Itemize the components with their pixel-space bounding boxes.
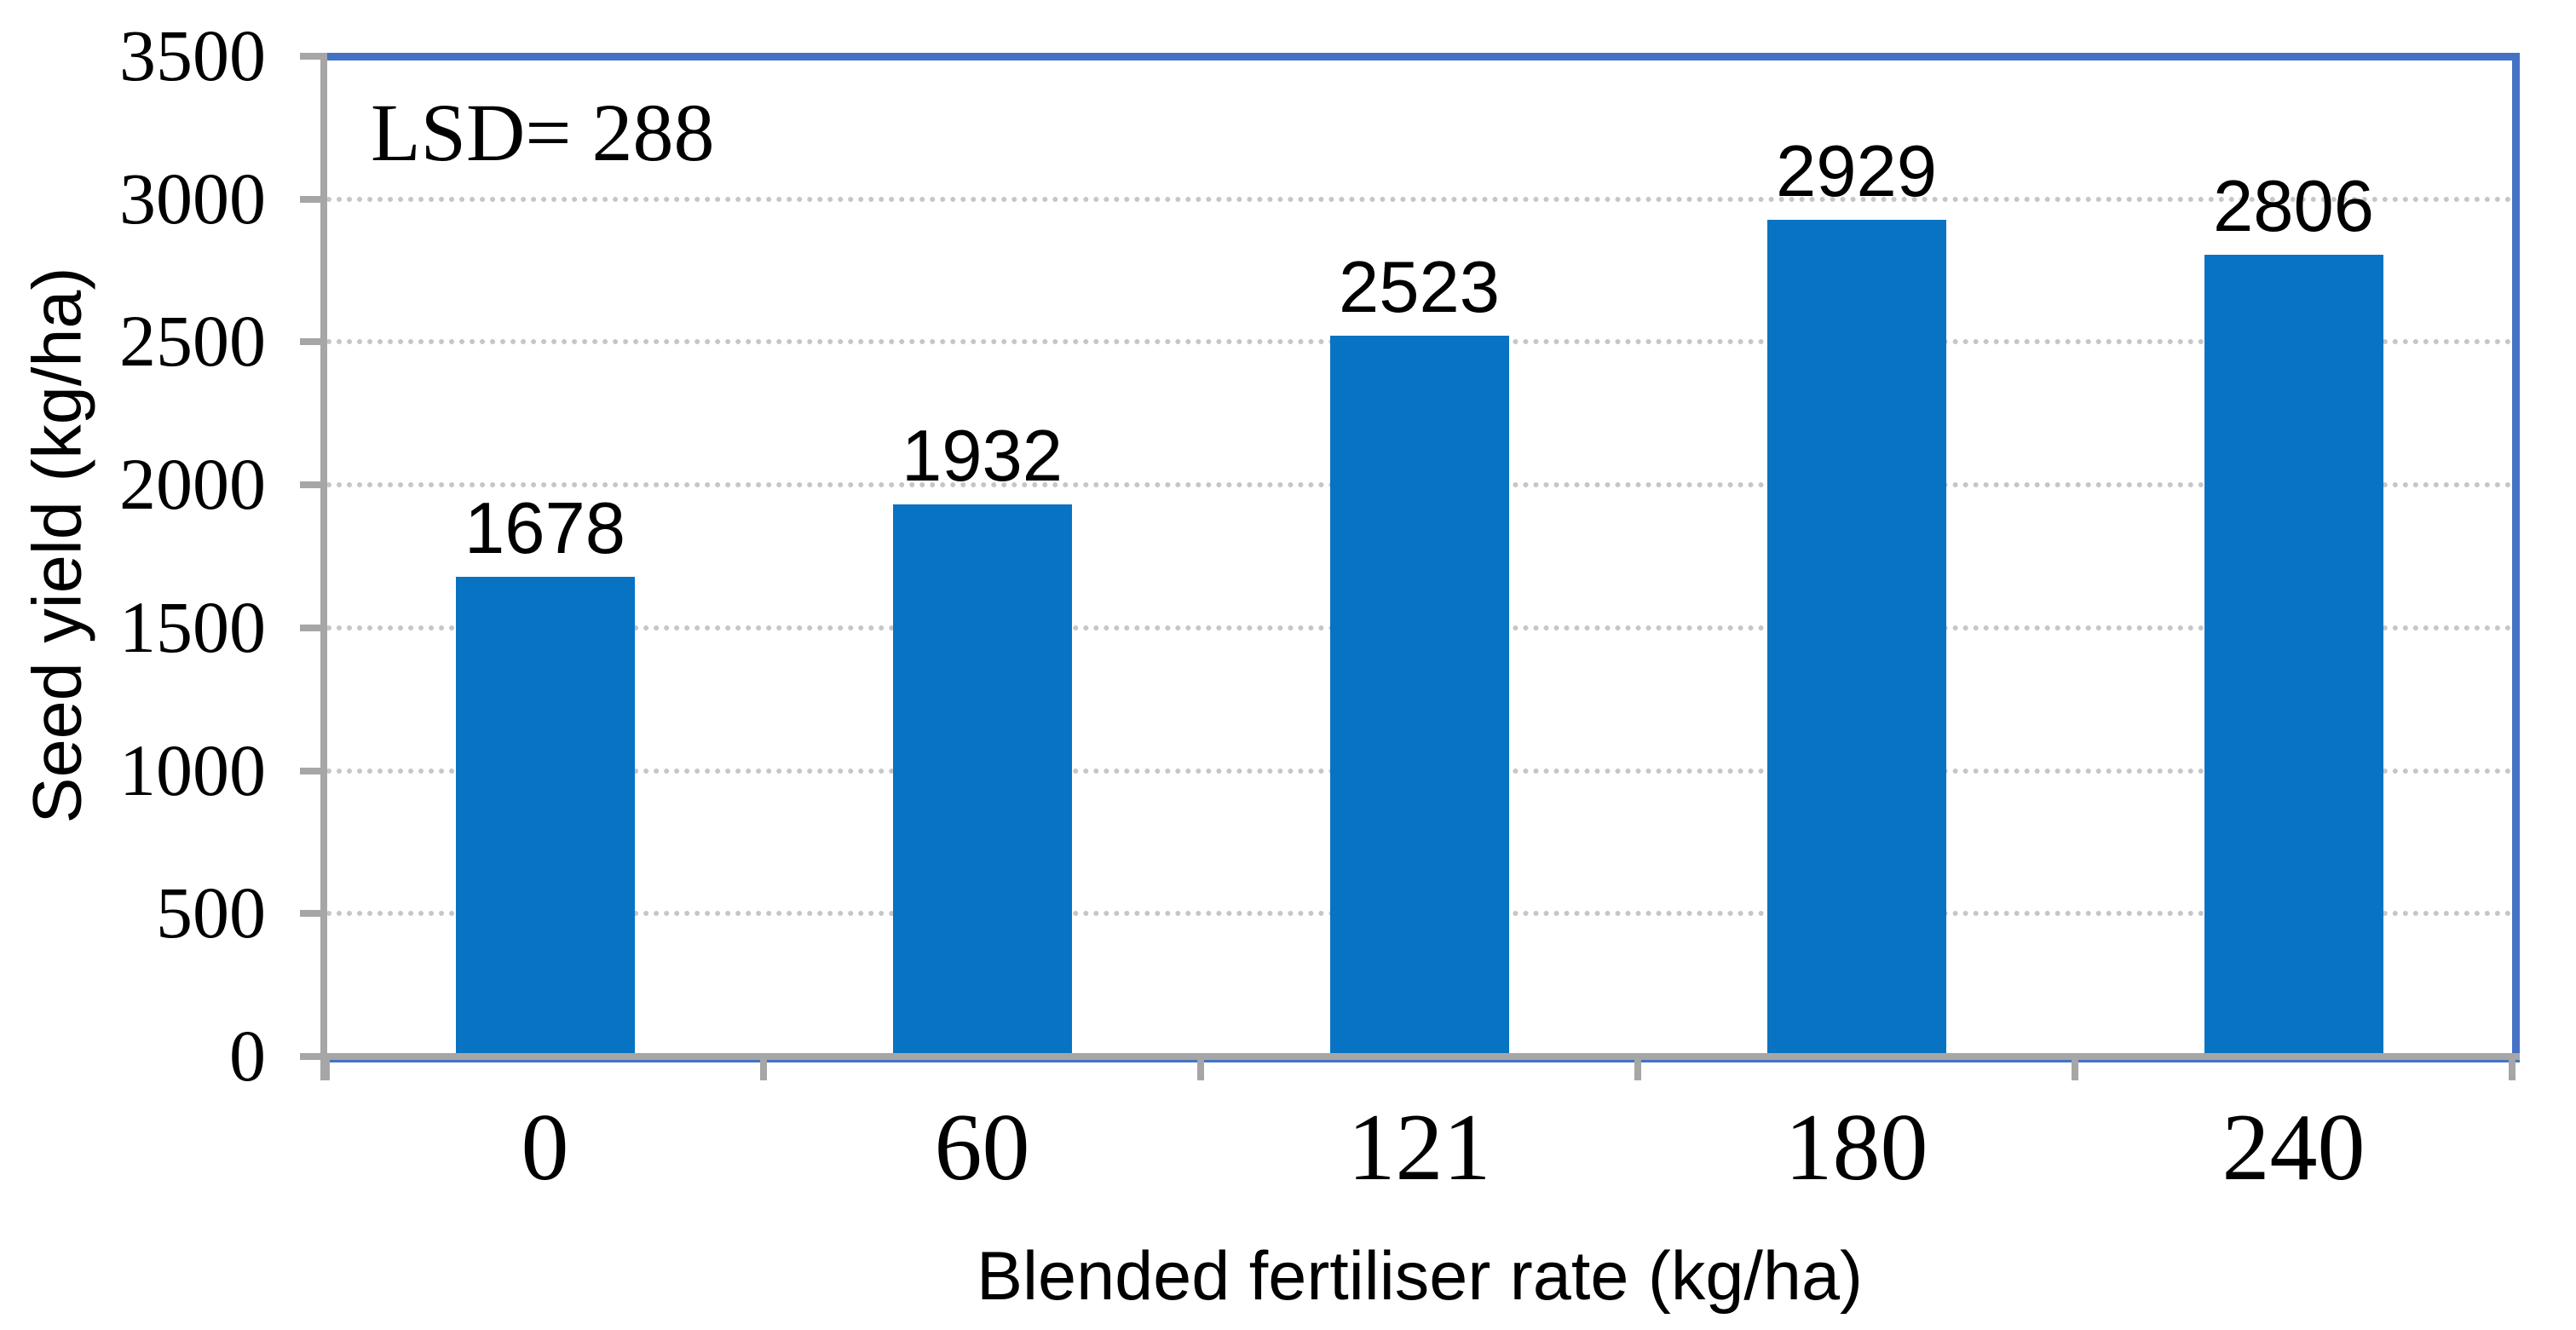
y-tick [300,53,324,60]
y-tick-label: 3000 [119,157,266,239]
x-tick [2509,1057,2515,1080]
x-axis-line [300,1053,2520,1060]
bar-value-label: 2806 [2212,165,2375,247]
bar-value-label: 1678 [464,488,626,570]
bar-value-label: 2929 [1775,130,1938,212]
bar [1329,335,1509,1057]
bar [2204,254,2383,1057]
x-tick [2072,1057,2078,1080]
lsd-annotation: LSD= 288 [371,87,715,178]
x-tick-label: 180 [1784,1095,1928,1200]
y-tick [300,910,324,918]
y-tick [300,195,324,203]
y-axis-title: Seed yield (kg/ha) [19,267,96,824]
x-tick-label: 0 [521,1095,569,1200]
bar [892,504,1072,1057]
x-tick [760,1057,767,1080]
x-axis-title: Blended fertiliser rate (kg/ha) [977,1238,1863,1315]
y-tick-label: 0 [229,1015,266,1097]
y-axis-line [320,53,327,1080]
bar [1766,219,1946,1057]
x-tick [1197,1057,1204,1080]
y-tick-label: 3500 [119,14,266,96]
y-tick-label: 1500 [119,585,266,668]
x-tick-label: 121 [1347,1095,1491,1200]
bar-value-label: 1932 [901,415,1063,497]
y-tick [300,624,324,631]
bar [455,577,635,1057]
y-tick [300,767,324,774]
x-tick-label: 240 [2222,1095,2366,1200]
y-tick-label: 1000 [119,728,266,811]
gridline [326,196,2512,202]
y-tick [300,481,324,489]
bar-value-label: 2523 [1338,246,1501,328]
x-tick-label: 60 [934,1095,1030,1200]
y-tick-label: 2500 [119,300,266,383]
x-tick [1634,1057,1641,1080]
y-tick [300,338,324,346]
y-tick-label: 500 [156,872,266,954]
y-tick-label: 2000 [119,443,266,526]
